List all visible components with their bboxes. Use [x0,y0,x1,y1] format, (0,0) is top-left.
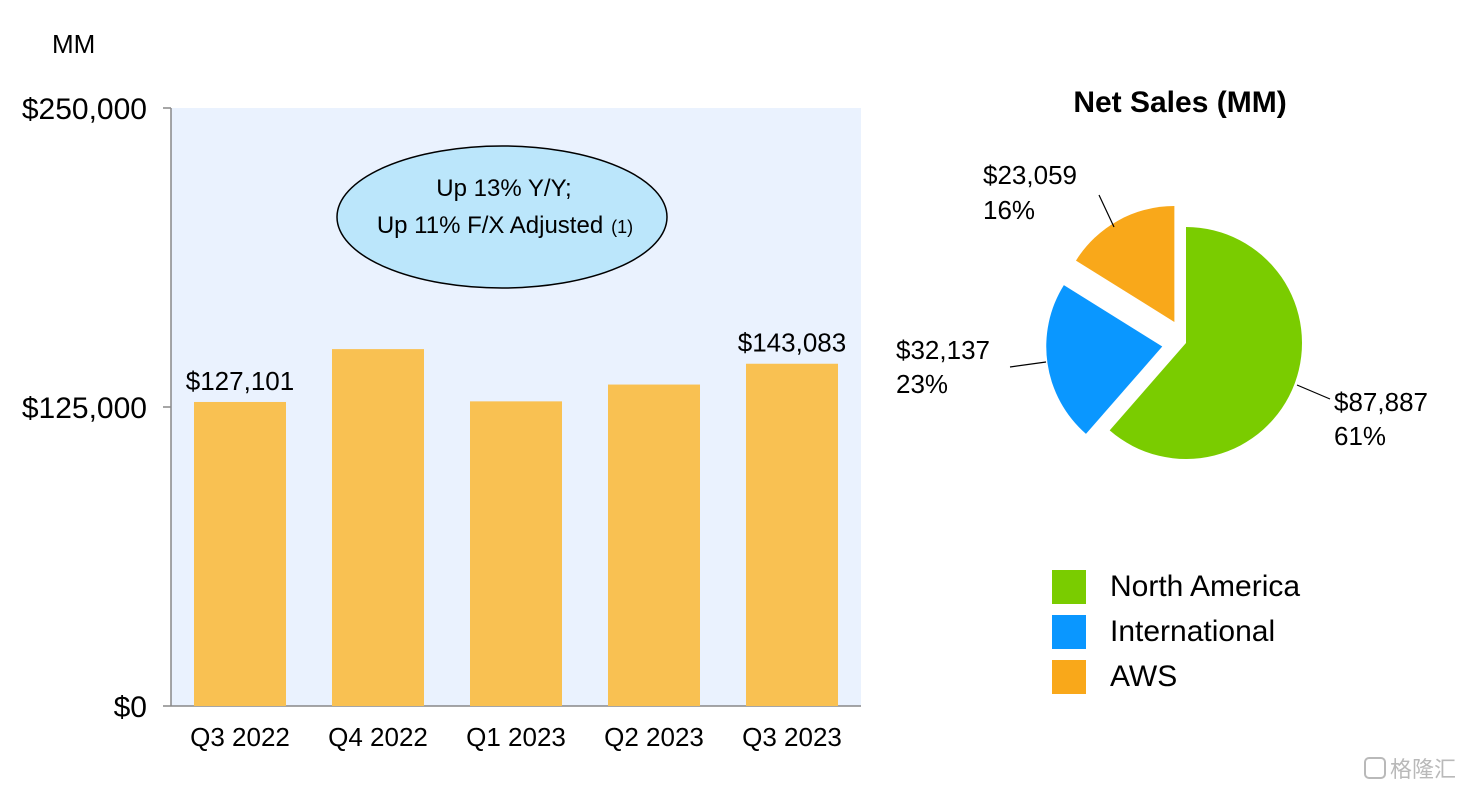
legend-swatch-north-america [1052,569,1086,604]
bar-q1-2023 [470,401,562,706]
pie-pct-north-america: 61% [1334,421,1386,451]
annotation-bubble: Up 13% Y/Y; Up 11% F/X Adjusted (1) [336,145,668,289]
x-tick-label-0: Q3 2022 [190,722,290,752]
leader-line-international [1009,361,1047,368]
x-tick-label-4: Q3 2023 [742,722,842,752]
pie-label-international: $32,137 23% [896,335,990,399]
bar-q3-2023 [746,363,838,706]
x-tick-label-2: Q1 2023 [466,722,566,752]
watermark-text: 格隆汇 [1389,758,1456,783]
x-tick-label-3: Q2 2023 [604,722,704,752]
bar-chart: MM $0 $125,000 $250,000 Q3 2022 Q4 2022 Q1 2… [22,29,861,752]
legend-swatch-international [1052,614,1086,649]
pie-slice-international [1046,285,1163,434]
bar-q4-2022 [332,349,424,706]
legend-label-aws: AWS [1110,659,1178,693]
pie-pct-aws: 16% [983,195,1035,225]
pie-value-aws: $23,059 [983,160,1077,190]
pie-label-north-america: $87,887 61% [1334,387,1428,451]
bar-q2-2023 [608,384,700,706]
pie-label-aws: $23,059 16% [983,160,1077,225]
annotation-line-2: Up 11% F/X Adjusted (1) [377,212,633,239]
legend-label-international: International [1110,614,1276,648]
y-unit-label: MM [52,29,95,59]
legend-item-north-america: North America [1052,564,1300,609]
bar-data-label-4: $143,083 [738,328,846,358]
annotation-line-1: Up 13% Y/Y; [436,175,571,202]
pie-slice-aws [1075,206,1175,323]
pie-chart: Net Sales (MM) $87,887 61% $32,137 23% $… [896,86,1428,460]
leader-line-north-america [1296,384,1331,400]
annotation-footnote: (1) [611,217,633,237]
y-tick-label-2: $250,000 [22,93,147,126]
legend-item-aws: AWS [1052,654,1300,699]
bar-data-label-0: $127,101 [186,366,294,396]
pie-slice-north-america [1109,227,1302,460]
bar-q3-2022 [194,401,286,706]
pie-legend: North America International AWS [1052,564,1300,699]
legend-item-international: International [1052,609,1300,654]
x-tick-label-1: Q4 2022 [328,722,428,752]
legend-swatch-aws [1052,659,1086,694]
pie-title: Net Sales (MM) [1073,86,1286,119]
y-tick-label-1: $125,000 [22,392,147,425]
leader-line-aws [1098,194,1115,228]
annotation-ellipse [336,145,668,289]
pie-pct-international: 23% [896,369,948,399]
pie-value-international: $32,137 [896,335,990,365]
y-tick-label-0: $0 [114,691,147,724]
watermark: 格隆汇 [1363,752,1456,784]
legend-label-north-america: North America [1110,569,1301,603]
annotation-line-2-text: Up 11% F/X Adjusted [377,212,603,239]
watermark-logo-icon [1363,757,1386,779]
pie-value-north-america: $87,887 [1334,387,1428,417]
